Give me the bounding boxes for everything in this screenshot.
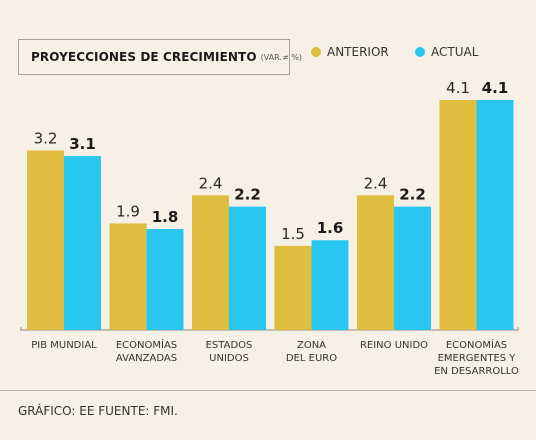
category-label: PIB MUNDIAL bbox=[31, 340, 97, 351]
bar-actual bbox=[394, 206, 431, 330]
bar-anterior bbox=[27, 150, 64, 330]
data-label-actual: 1.8 bbox=[152, 208, 179, 226]
data-label-actual: 2.2 bbox=[399, 186, 426, 204]
bar-actual bbox=[229, 206, 266, 330]
data-label-anterior: 3.2 bbox=[34, 129, 58, 147]
data-label-anterior: 2.4 bbox=[364, 174, 388, 192]
legend-swatch-anterior bbox=[311, 47, 321, 57]
chart-title-box: PROYECCIONES DE CRECIMIENTO (VAR.≠ %) bbox=[18, 39, 302, 75]
source-note: GRÁFICO: EE FUENTE: FMI. bbox=[18, 404, 178, 418]
category-label: REINO UNIDO bbox=[360, 340, 428, 351]
bar-actual bbox=[146, 229, 184, 330]
legend-item-anterior: ANTERIOR bbox=[311, 45, 389, 59]
legend-label-anterior: ANTERIOR bbox=[327, 45, 389, 59]
data-label-anterior: 2.4 bbox=[199, 174, 223, 192]
data-label-actual: 4.1 bbox=[482, 79, 509, 97]
legend-swatch-actual bbox=[415, 47, 425, 57]
bar-actual bbox=[64, 156, 101, 330]
divider bbox=[0, 390, 536, 391]
data-label-anterior: 1.9 bbox=[116, 202, 140, 220]
data-label-actual: 1.6 bbox=[317, 219, 344, 237]
legend-label-actual: ACTUAL bbox=[431, 45, 479, 59]
legend-item-actual: ACTUAL bbox=[415, 45, 478, 59]
chart-title: PROYECCIONES DE CRECIMIENTO bbox=[31, 50, 257, 64]
bar-chart: 3.2 3.1 PIB MUNDIAL 1.9 1.8 ECONOMÍAS AVANZADA… bbox=[20, 79, 519, 377]
bar-anterior bbox=[109, 223, 147, 330]
category-label: ZONA DEL EURO bbox=[286, 340, 337, 364]
bar-actual bbox=[476, 100, 514, 330]
category-label: ECONOMÍAS AVANZADAS bbox=[116, 338, 177, 364]
bar-anterior bbox=[357, 195, 394, 330]
category-label: ECONOMÍAS EMERGENTES Y EN DESARROLLO bbox=[434, 338, 519, 377]
bar-anterior bbox=[192, 195, 229, 330]
chart-subtitle: (VAR.≠ %) bbox=[260, 52, 302, 62]
data-label-anterior: 1.5 bbox=[281, 225, 305, 243]
data-label-actual: 2.2 bbox=[234, 186, 261, 204]
bar-anterior bbox=[274, 245, 312, 330]
data-label-actual: 3.1 bbox=[69, 135, 96, 153]
category-label: ESTADOS UNIDOS bbox=[206, 340, 253, 364]
bar-anterior bbox=[439, 100, 477, 330]
bar-actual bbox=[311, 240, 349, 330]
data-label-anterior: 4.1 bbox=[446, 79, 470, 97]
